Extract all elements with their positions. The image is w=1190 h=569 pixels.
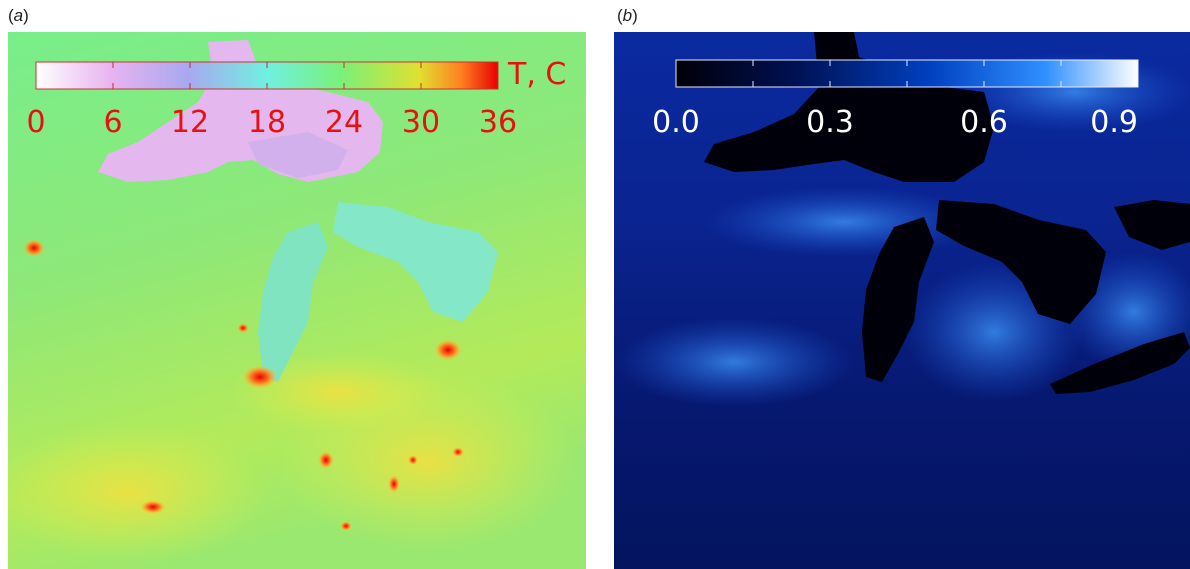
index-tick-label: 0.9 [1090, 105, 1138, 140]
hot-spot [237, 323, 249, 333]
temperature-tick-label: 12 [171, 105, 209, 140]
index-tick-label: 0.0 [652, 105, 700, 140]
hot-spot [318, 451, 334, 469]
index-colorbar-ticks [752, 60, 1062, 87]
lake-superior-shade [248, 132, 348, 178]
hot-spot [452, 447, 464, 457]
hot-spot [340, 521, 352, 531]
lake-michigan [258, 222, 328, 382]
hot-spot [140, 500, 166, 514]
index-map: 0.0 0.3 0.6 0.9 [614, 32, 1190, 569]
temperature-map: T, C 0 6 12 18 24 30 36 [8, 32, 586, 569]
temperature-colorbar-unit: T, C [507, 57, 566, 92]
lake-huron [333, 202, 498, 322]
lake-erie [1050, 332, 1190, 394]
index-tick-label: 0.6 [960, 105, 1008, 140]
temperature-tick-label: 36 [479, 105, 517, 140]
index-tick-label: 0.3 [806, 105, 854, 140]
index-colorbar-tick-labels: 0.0 0.3 0.6 0.9 [652, 105, 1138, 140]
temperature-tick-label: 24 [325, 105, 363, 140]
hot-spot [242, 365, 278, 389]
panel-b-label: (b) [617, 6, 638, 25]
warm-region [228, 352, 448, 432]
temperature-tick-label: 18 [248, 105, 286, 140]
hot-spot [23, 239, 45, 257]
bright-region [614, 317, 854, 407]
warm-region [8, 422, 268, 562]
lake-ontario [1114, 200, 1190, 250]
lake-huron [936, 200, 1106, 324]
hot-spot [388, 475, 400, 493]
panel-a-label: (a) [8, 6, 29, 25]
temperature-tick-label: 30 [402, 105, 440, 140]
temperature-tick-label: 0 [26, 105, 45, 140]
hot-spot [408, 455, 418, 465]
temperature-colorbar-tick-labels: 0 6 12 18 24 30 36 [26, 105, 517, 140]
hot-spot [434, 339, 462, 361]
temperature-tick-label: 6 [103, 105, 122, 140]
lake-michigan [862, 217, 934, 382]
temperature-colorbar-ticks [112, 62, 422, 89]
lake-superior [704, 32, 994, 182]
